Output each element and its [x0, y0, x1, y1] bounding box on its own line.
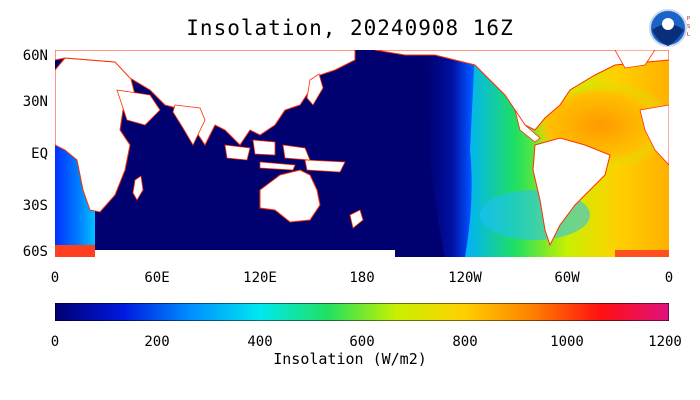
colorbar-tick-0: 0 [50, 334, 60, 350]
colorbar-tick-200: 200 [144, 334, 170, 350]
colorbar-label: Insolation (W/m2) [273, 350, 427, 368]
lat-label-60s: 60S [22, 244, 48, 260]
lat-label-eq: EQ [31, 146, 48, 162]
lon-label-0-right: 0 [664, 270, 674, 286]
lat-label-30n: 30N [22, 94, 48, 110]
colorbar [55, 303, 669, 321]
lat-label-60n: 60N [22, 48, 48, 64]
lon-label-180: 180 [349, 270, 375, 286]
lon-label-0-left: 0 [50, 270, 60, 286]
colorbar-tick-800: 800 [452, 334, 478, 350]
svg-text:P: P [687, 16, 690, 22]
svg-text:S: S [687, 24, 690, 30]
colorbar-tick-600: 600 [349, 334, 375, 350]
lon-label-60w: 60W [554, 270, 580, 286]
insolation-map [55, 50, 669, 257]
colorbar-tick-1200: 1200 [648, 334, 682, 350]
lon-label-60e: 60E [144, 270, 170, 286]
colorbar-tick-1000: 1000 [550, 334, 584, 350]
noaa-logo: P S L [649, 9, 690, 47]
colorbar-tick-400: 400 [247, 334, 273, 350]
svg-text:L: L [687, 32, 690, 38]
plot-title: Insolation, 20240908 16Z [186, 16, 514, 40]
lon-label-120e: 120E [243, 270, 277, 286]
lon-label-120w: 120W [448, 270, 482, 286]
lat-label-30s: 30S [22, 198, 48, 214]
